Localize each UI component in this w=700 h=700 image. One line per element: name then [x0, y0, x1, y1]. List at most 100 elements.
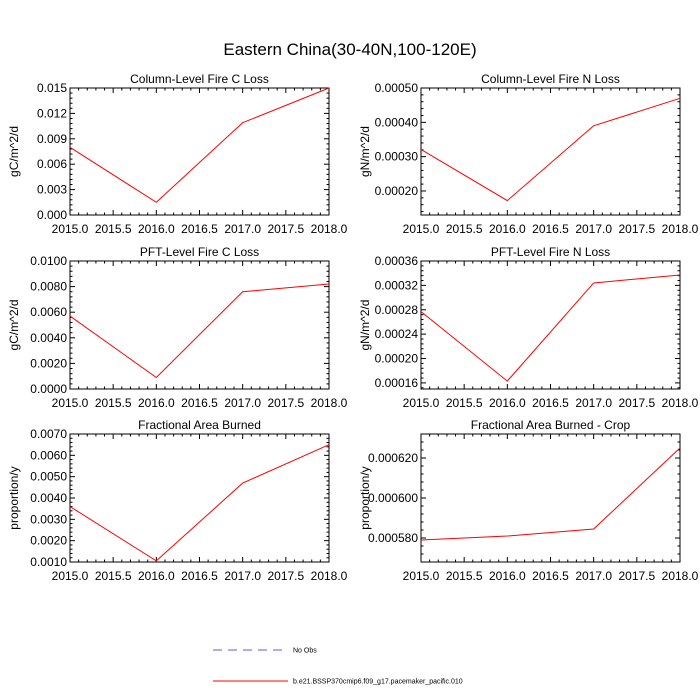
series-line-0	[69, 283, 330, 379]
x-tick-label: 2015.0	[52, 396, 89, 410]
panel-title: Fractional Area Burned - Crop	[471, 418, 631, 432]
x-tick-label: 2016.5	[181, 396, 218, 410]
y-tick-label: 0.0050	[30, 470, 67, 484]
x-tick-label: 2017.0	[224, 396, 261, 410]
y-tick-label: 0.00032	[375, 278, 419, 292]
x-tick-label: 2017.0	[575, 569, 612, 583]
series-line-0	[420, 274, 681, 382]
x-tick-label: 2016.0	[138, 396, 175, 410]
figure-title: Eastern China(30-40N,100-120E)	[223, 40, 476, 59]
legend: No Obs b.e21.BSSP370cmip6.f09_g17.pacemak…	[213, 648, 463, 686]
x-tick-label: 2017.5	[267, 396, 304, 410]
series-line-0	[69, 444, 330, 562]
y-tick-label: 0.015	[37, 81, 67, 95]
plot-frame	[69, 260, 330, 390]
x-tick-label: 2015.0	[403, 569, 440, 583]
panel-column-fire-c-loss: Column-Level Fire C Loss 2015.0 2015.5 2016…	[7, 72, 348, 236]
series-line-0	[420, 447, 681, 541]
x-tick-label: 2016.5	[181, 222, 218, 236]
plot-frame	[420, 433, 681, 563]
y-tick-label: 0.00016	[375, 376, 419, 390]
y-tick-label: 0.00030	[375, 150, 419, 164]
y-tick-label: 0.000	[37, 208, 67, 222]
x-tick-label: 2017.5	[618, 396, 655, 410]
panel-title: Column-Level Fire C Loss	[130, 72, 269, 86]
y-tick-label: 0.00020	[375, 352, 419, 366]
legend-label-1: b.e21.BSSP370cmip6.f09_g17.pacemaker_pac…	[293, 679, 463, 686]
x-tick-label: 2018.0	[311, 396, 348, 410]
x-tick-label: 2016.5	[181, 569, 218, 583]
x-tick-label: 2017.5	[267, 569, 304, 583]
plot-frame	[69, 87, 330, 216]
x-tick-label: 2016.0	[489, 396, 526, 410]
y-tick-label: 0.0010	[30, 555, 67, 569]
x-tick-label: 2017.5	[618, 222, 655, 236]
x-tick-label: 2015.5	[446, 222, 483, 236]
y-tick-label: 0.0070	[30, 427, 67, 441]
y-tick-label: 0.0080	[30, 280, 67, 294]
x-tick-label: 2017.0	[575, 396, 612, 410]
x-tick-label: 2015.5	[446, 569, 483, 583]
y-tick-label: 0.0100	[30, 254, 67, 268]
panels: Column-Level Fire C Loss 2015.0 2015.5 2016…	[7, 72, 699, 583]
y-tick-label: 0.00050	[375, 81, 419, 95]
plot-frame	[69, 433, 330, 563]
y-tick-label: 0.0040	[30, 331, 67, 345]
x-tick-label: 2015.0	[403, 396, 440, 410]
x-tick-label: 2015.0	[403, 222, 440, 236]
y-tick-label: 0.000620	[368, 451, 418, 465]
x-tick-label: 2018.0	[311, 569, 348, 583]
series-line-0	[420, 97, 681, 202]
y-tick-label: 0.012	[37, 106, 67, 120]
y-tick-label: 0.0000	[30, 382, 67, 396]
x-tick-label: 2016.5	[532, 396, 569, 410]
x-tick-label: 2015.5	[95, 569, 132, 583]
x-tick-label: 2016.0	[138, 569, 175, 583]
x-tick-label: 2017.0	[224, 222, 261, 236]
y-tick-label: 0.003	[37, 183, 67, 197]
y-tick-label: 0.0040	[30, 491, 67, 505]
panel-pft-fire-c-loss: PFT-Level Fire C Loss 2015.0 2015.5 2016.0 2…	[7, 245, 348, 410]
x-tick-label: 2018.0	[662, 222, 699, 236]
y-tick-label: 0.00036	[375, 254, 419, 268]
y-tick-label: 0.006	[37, 157, 67, 171]
panel-fractional-area-burned-crop: Fractional Area Burned - Crop 2015.0 2015.…	[358, 418, 699, 583]
y-tick-label: 0.0060	[30, 305, 67, 319]
x-tick-label: 2018.0	[311, 222, 348, 236]
x-tick-label: 2017.0	[575, 222, 612, 236]
y-axis-label: gN/m^2/d	[358, 126, 372, 177]
x-tick-label: 2015.5	[95, 396, 132, 410]
x-tick-label: 2016.0	[489, 569, 526, 583]
y-tick-label: 0.00028	[375, 303, 419, 317]
x-tick-label: 2015.5	[446, 396, 483, 410]
panel-fractional-area-burned: Fractional Area Burned 2015.0 2015.5 2016.0…	[7, 418, 348, 583]
x-tick-label: 2016.5	[532, 569, 569, 583]
y-tick-label: 0.0020	[30, 534, 67, 548]
y-tick-label: 0.00024	[375, 327, 419, 341]
panel-title: PFT-Level Fire N Loss	[491, 245, 610, 259]
y-axis-label: gC/m^2/d	[7, 126, 21, 177]
x-tick-label: 2015.0	[52, 222, 89, 236]
x-tick-label: 2016.0	[489, 222, 526, 236]
y-axis-label: proportion/y	[7, 466, 21, 529]
x-tick-label: 2016.0	[138, 222, 175, 236]
y-axis-label: proportion/y	[358, 466, 372, 529]
panel-pft-fire-n-loss: PFT-Level Fire N Loss 2015.0 2015.5 2016.0 2…	[358, 245, 699, 410]
y-tick-label: 0.00020	[375, 184, 419, 198]
y-axis-label: gC/m^2/d	[7, 300, 21, 351]
y-tick-label: 0.0020	[30, 356, 67, 370]
y-axis-label: gN/m^2/d	[358, 300, 372, 351]
x-tick-label: 2017.5	[267, 222, 304, 236]
x-tick-label: 2017.0	[224, 569, 261, 583]
y-tick-label: 0.0060	[30, 448, 67, 462]
panel-title: Column-Level Fire N Loss	[481, 72, 620, 86]
legend-label-0: No Obs	[293, 648, 317, 655]
plot-frame	[420, 87, 681, 216]
x-tick-label: 2018.0	[662, 569, 699, 583]
panel-column-fire-n-loss: Column-Level Fire N Loss 2015.0 2015.5 2016…	[358, 72, 699, 236]
y-tick-label: 0.00040	[375, 115, 419, 129]
x-tick-label: 2015.0	[52, 569, 89, 583]
x-tick-label: 2016.5	[532, 222, 569, 236]
y-tick-label: 0.0030	[30, 512, 67, 526]
